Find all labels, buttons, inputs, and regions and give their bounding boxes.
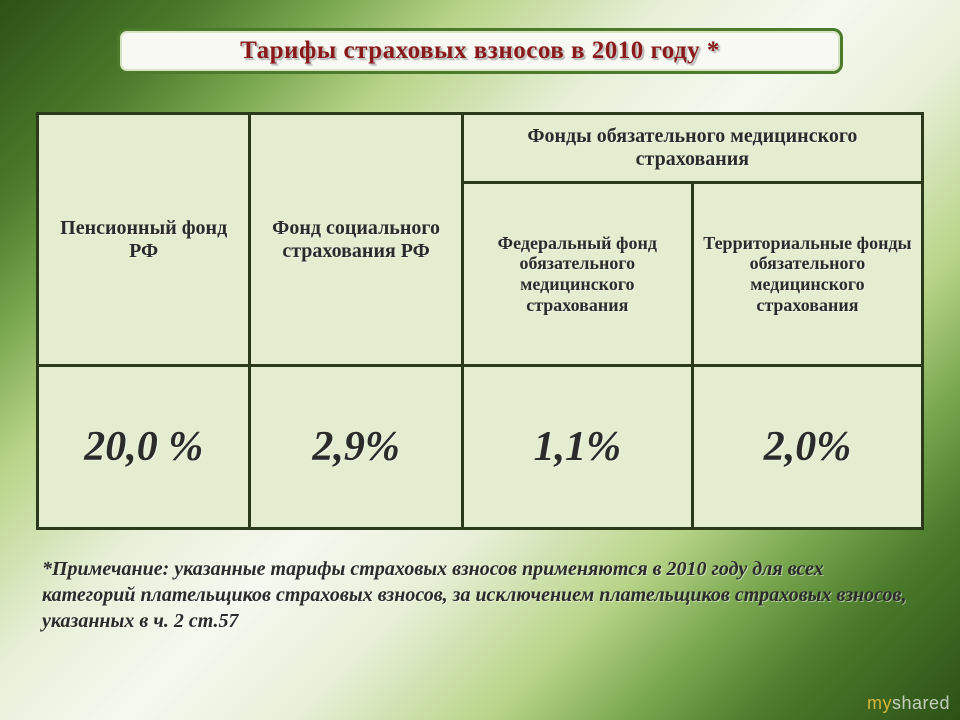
header-federal-medical-fund: Федеральный фонд обязательного медицинск… bbox=[462, 183, 692, 366]
value-territorial-medical-funds: 2,0% bbox=[692, 366, 922, 529]
table-row: 20,0 % 2,9% 1,1% 2,0% bbox=[38, 366, 923, 529]
value-pension-fund: 20,0 % bbox=[38, 366, 250, 529]
header-pension-fund: Пенсионный фонд РФ bbox=[38, 114, 250, 366]
watermark-part1: my bbox=[867, 693, 892, 713]
tariffs-table: Пенсионный фонд РФ Фонд социального стра… bbox=[36, 112, 924, 530]
header-territorial-medical-funds: Территориальные фонды обязательного меди… bbox=[692, 183, 922, 366]
value-federal-medical-fund: 1,1% bbox=[462, 366, 692, 529]
value-social-insurance-fund: 2,9% bbox=[250, 366, 462, 529]
header-medical-funds-group: Фонды обязательного медицинского страхов… bbox=[462, 114, 922, 183]
slide: Тарифы страховых взносов в 2010 году * П… bbox=[0, 0, 960, 720]
slide-title: Тарифы страховых взносов в 2010 году * bbox=[240, 37, 720, 64]
footnote: *Примечание: указанные тарифы страховых … bbox=[36, 556, 924, 634]
title-box: Тарифы страховых взносов в 2010 году * bbox=[117, 28, 843, 74]
watermark-part2: shared bbox=[892, 693, 950, 713]
header-social-insurance-fund: Фонд социального страхования РФ bbox=[250, 114, 462, 366]
watermark: myshared bbox=[867, 693, 950, 714]
